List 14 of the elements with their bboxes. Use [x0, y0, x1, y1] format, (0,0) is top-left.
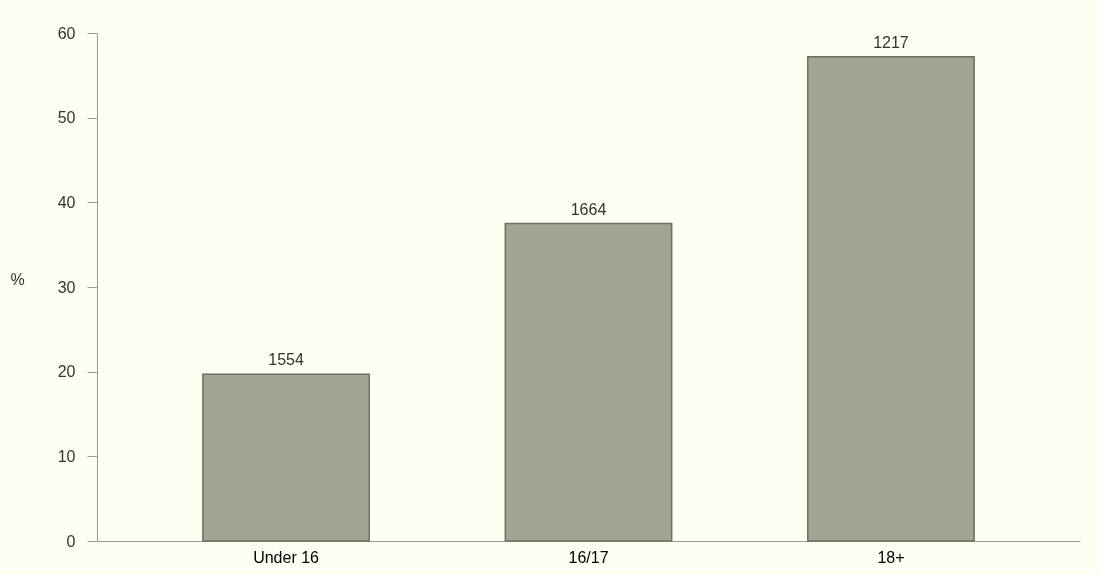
y-tick-label: 60 [57, 24, 76, 42]
annotation: 1664 [570, 200, 607, 218]
y-tick-label: 0 [66, 532, 76, 550]
x-tick-label: Under 16 [253, 548, 320, 566]
y-axis-title: % [10, 270, 25, 288]
y-tick-label: 40 [57, 193, 76, 211]
annotation: 1217 [873, 33, 909, 51]
annotation: 1554 [268, 351, 304, 369]
y-tick-label: 10 [57, 447, 76, 465]
x-tick-label: 16/17 [568, 548, 609, 566]
x-tick-label: 18+ [877, 548, 905, 566]
y-tick-label: 20 [57, 363, 76, 381]
y-tick-label: 30 [57, 278, 76, 296]
y-tick-label: 50 [57, 109, 76, 127]
